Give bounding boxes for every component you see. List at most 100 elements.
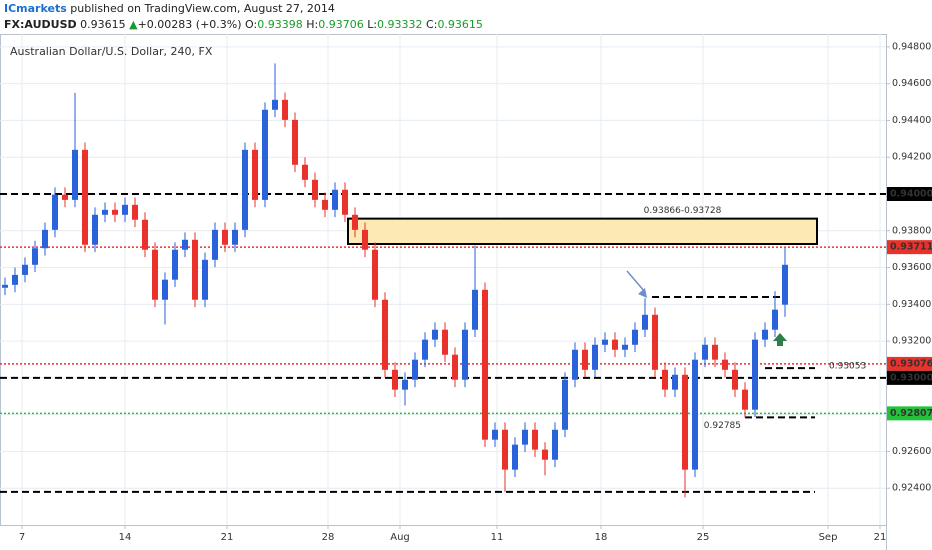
y-tick-label: 0.93600 — [892, 262, 931, 273]
candle-body — [742, 389, 748, 410]
candle-body — [412, 359, 418, 380]
candle-body — [12, 274, 18, 285]
candle-body — [252, 149, 258, 200]
l: 0.93332 — [377, 18, 423, 31]
chart-title: Australian Dollar/U.S. Dollar, 240, FX — [10, 45, 213, 58]
candle-body — [82, 149, 88, 245]
symbol: FX:AUDUSD — [4, 18, 77, 31]
candle-body — [602, 339, 608, 345]
candle-body — [462, 329, 468, 380]
brand: ICmarkets — [4, 2, 67, 15]
c: 0.93615 — [437, 18, 483, 31]
candle-body — [112, 209, 118, 215]
grid: 0.924000.926000.928000.930000.932000.934… — [0, 34, 931, 543]
candle-body — [392, 369, 398, 390]
candle-body — [62, 194, 68, 200]
header: ICmarkets published on TradingView.com, … — [0, 0, 932, 34]
y-tick-label: 0.93400 — [892, 299, 931, 310]
candle-body — [482, 289, 488, 440]
published: published on TradingView.com, August 27,… — [70, 2, 335, 15]
candle-body — [432, 329, 438, 340]
candle-body — [642, 314, 648, 330]
candle-body — [72, 149, 78, 200]
candle-body — [222, 229, 228, 245]
level-axis-box — [887, 406, 932, 421]
y-tick-label: 0.92600 — [892, 446, 931, 457]
x-tick-label: 28 — [322, 532, 335, 543]
candle-body — [152, 249, 158, 300]
levels-layer — [0, 192, 886, 493]
x-tick-label: 7 — [19, 532, 25, 543]
candle-body — [522, 429, 528, 445]
y-tick-label: 0.94400 — [892, 115, 931, 126]
level-axis-label: 0.93000 — [890, 372, 932, 383]
l-label: L: — [367, 18, 378, 31]
candle-body — [762, 329, 768, 340]
candle-body — [472, 289, 478, 330]
candle-body — [142, 219, 148, 250]
candle-body — [312, 179, 318, 200]
candles-layer — [2, 63, 788, 498]
candle-body — [702, 344, 708, 360]
candle-body — [352, 214, 358, 230]
x-tick-label: 21 — [874, 532, 887, 543]
candle-body — [652, 314, 658, 370]
candle-body — [722, 359, 728, 370]
candle-body — [302, 164, 308, 180]
o-label: O: — [245, 18, 258, 31]
zone-label: 0.93866-0.93728 — [644, 206, 722, 216]
candle-body — [232, 229, 238, 245]
candle-body — [772, 309, 778, 330]
y-tick-label: 0.94200 — [892, 152, 931, 163]
change: +0.00283 (+0.3%) — [137, 18, 242, 31]
arrow: ▲ — [129, 18, 138, 31]
candle-body — [582, 349, 588, 370]
level-axis-label: 0.92807 — [890, 408, 932, 419]
x-tick-label: 11 — [491, 532, 504, 543]
level-label: 0.93053 — [829, 362, 866, 372]
candle-body — [632, 329, 638, 345]
candle-body — [612, 339, 618, 350]
candle-body — [332, 189, 338, 210]
candle-body — [752, 339, 758, 410]
candle-body — [422, 339, 428, 360]
candle-body — [452, 354, 458, 380]
candle-body — [242, 149, 248, 230]
h-label: H: — [306, 18, 319, 31]
candle-body — [382, 299, 388, 370]
candle-body — [542, 449, 548, 460]
h: 0.93706 — [318, 18, 364, 31]
candle-body — [712, 344, 718, 360]
candle-body — [572, 349, 578, 380]
candle-body — [362, 229, 368, 250]
candle-body — [102, 209, 108, 215]
zone — [347, 217, 818, 246]
candle-body — [512, 444, 518, 470]
candle-body — [132, 204, 138, 220]
pointer-arrow-head — [638, 288, 647, 298]
candle-body — [492, 429, 498, 440]
candle-body — [592, 344, 598, 370]
level-axis-box — [887, 370, 932, 385]
candle-body — [162, 279, 168, 300]
candle-body — [182, 239, 188, 250]
candle-body — [292, 119, 298, 165]
candle-body — [22, 264, 28, 275]
y-tick-label: 0.93800 — [892, 225, 931, 236]
quote-line: FX:AUDUSD 0.93615 ▲+0.00283 (+0.3%) O: 0.… — [4, 18, 483, 31]
candle-body — [172, 249, 178, 280]
y-tick-label: 0.94800 — [892, 41, 931, 52]
x-tick-label: 18 — [595, 532, 608, 543]
candle-body — [212, 229, 218, 260]
y-tick-label: 0.94600 — [892, 78, 931, 89]
candle-body — [682, 374, 688, 470]
candle-body — [122, 204, 128, 215]
candle-body — [372, 249, 378, 300]
candle-body — [662, 369, 668, 390]
candle-body — [282, 99, 288, 120]
candle-body — [732, 369, 738, 390]
x-tick-label: 25 — [697, 532, 710, 543]
candle-body — [562, 379, 568, 430]
y-tick-label: 0.93200 — [892, 336, 931, 347]
